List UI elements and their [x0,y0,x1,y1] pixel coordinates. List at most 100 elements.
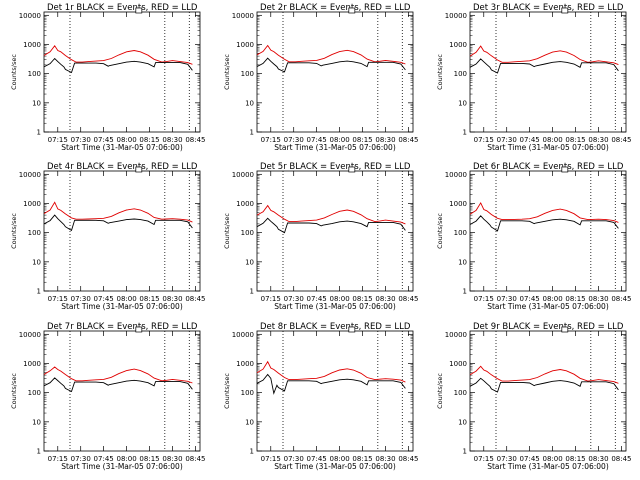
panel-8-events-line [256,373,406,395]
panel-8-frame [256,330,414,452]
panel-1-ytick-label: 100 [28,70,41,78]
panel-6-xtick-label: 08:45 [611,295,631,303]
panel-5-events-line [256,217,406,234]
panel-7-frame [43,330,201,452]
panel-4-xtick-label: 07:45 [94,295,114,303]
panel-7-ytick-label: 1 [37,448,41,456]
panel-1-xtick-label: 08:00 [116,136,136,144]
panel-5-marker [348,166,356,173]
panel-6-xtick-label: 08:15 [565,295,585,303]
panel-3-xtick-label: 08:15 [565,136,585,144]
panel-4-lld-line [43,201,193,223]
panel-1-xtick-label: 07:15 [48,136,68,144]
panel-2-xtick-label: 07:15 [261,136,281,144]
panel-3-xtick-label: 07:30 [497,136,517,144]
panel-3-xtick-label: 07:45 [520,136,540,144]
panel-9-ytick-label: 10 [458,418,467,426]
panel-9-lld-line [469,365,619,384]
panel-6-xtick-label: 07:15 [474,295,494,303]
panel-4-xtick-label: 08:00 [116,295,136,303]
panel-8-ylabel: Counts/sec [223,373,231,409]
panel-5-xtick-label: 08:00 [329,295,349,303]
panel-5-xtick-label: 07:15 [261,295,281,303]
panel-7-xtick-label: 08:45 [185,455,205,463]
panel-3-xtick-label: 08:45 [611,136,631,144]
panel-3-xtick-label: 07:15 [474,136,494,144]
panel-2-ytick-label: 1000 [236,41,254,49]
panel-7-ytick-label: 10 [32,418,41,426]
panel-9-ytick-label: 100 [454,389,467,397]
panel-1-ytick-label: 10000 [19,12,41,20]
panel-8-ytick-label: 10000 [232,331,254,339]
panel-8-xtick-label: 08:00 [329,455,349,463]
panel-3-events-line [469,58,619,74]
panel-4-xtick-label: 07:30 [71,295,91,303]
panel-3-xlabel: Start Time (31-Mar-05 07:06:00) [487,143,609,152]
panel-4-xtick-label: 08:30 [162,295,182,303]
panel-2-ytick-label: 10 [245,99,254,107]
panel-1-xtick-label: 08:15 [139,136,159,144]
panel-7-ylabel: Counts/sec [10,373,18,409]
panel-6-xtick-label: 08:00 [542,295,562,303]
panel-9-xlabel: Start Time (31-Mar-05 07:06:00) [487,462,609,471]
panel-7-ytick-label: 10000 [19,331,41,339]
panel-1-ytick-label: 10 [32,99,41,107]
panel-8-ytick-label: 1000 [236,360,254,368]
panel-5-ytick-label: 100 [241,229,254,237]
panel-4-title: Det 4r BLACK = Events, RED = LLD [47,162,198,172]
panel-2-xtick-label: 08:15 [352,136,372,144]
panel-2-ylabel: Counts/sec [223,54,231,90]
panel-4-ylabel: Counts/sec [10,213,18,249]
panel-7-xtick-label: 07:15 [48,455,68,463]
panel-1-events-line [43,57,193,74]
panel-1-frame [43,11,201,133]
panel-4-ytick-label: 1000 [23,200,41,208]
panel-9-title: Det 9r BLACK = Events, RED = LLD [473,322,624,332]
panel-2-events-line [256,57,406,73]
panel-4-ytick-label: 10000 [19,171,41,179]
panel-2-xtick-label: 08:45 [398,136,418,144]
panel-2-xtick-label: 07:45 [307,136,327,144]
panel-3-frame [469,11,627,133]
panel-2-lld-line [256,44,406,65]
panel-7-xtick-label: 07:45 [94,455,114,463]
panel-7-xlabel: Start Time (31-Mar-05 07:06:00) [61,462,183,471]
panel-8-xtick-label: 08:15 [352,455,372,463]
panel-7-xtick-label: 08:30 [162,455,182,463]
panel-6-xlabel: Start Time (31-Mar-05 07:06:00) [487,302,609,311]
panel-5-ytick-label: 10000 [232,171,254,179]
panel-6-ytick-label: 1 [463,288,467,296]
panel-1-lld-line [43,45,193,65]
panel-5-xlabel: Start Time (31-Mar-05 07:06:00) [274,302,396,311]
panel-9-xtick-label: 08:15 [565,455,585,463]
panel-2-ytick-label: 100 [241,70,254,78]
panel-5-lld-line [256,204,406,225]
panel-1-ytick-label: 1 [37,129,41,137]
panel-3-ytick-label: 100 [454,70,467,78]
panel-6-ytick-label: 1000 [449,200,467,208]
panel-8-lld-line [256,360,406,383]
panel-8-ytick-label: 100 [241,389,254,397]
panel-4-events-line [43,214,193,232]
panel-6-events-line [469,215,619,232]
panel-6-title: Det 6r BLACK = Events, RED = LLD [473,162,624,172]
panel-6-xtick-label: 07:45 [520,295,540,303]
panel-6-marker [561,166,569,173]
panel-1-xtick-label: 07:30 [71,136,91,144]
panel-6-frame [469,170,627,292]
panel-3-xtick-label: 08:00 [542,136,562,144]
panel-2-title: Det 2r BLACK = Events, RED = LLD [260,3,411,13]
panel-1-ylabel: Counts/sec [10,54,18,90]
panel-1-ytick-label: 1000 [23,41,41,49]
panel-6-xtick-label: 08:30 [588,295,608,303]
panel-4-xtick-label: 07:15 [48,295,68,303]
panel-6-ylabel: Counts/sec [436,213,444,249]
panel-8-xtick-label: 08:30 [375,455,395,463]
panel-6-ytick-label: 100 [454,229,467,237]
panel-1-marker [135,7,143,14]
panel-5-xtick-label: 08:30 [375,295,395,303]
panel-8-xtick-label: 07:45 [307,455,327,463]
panel-6-ytick-label: 10 [458,258,467,266]
panel-4-ytick-label: 100 [28,229,41,237]
panel-2-ytick-label: 10000 [232,12,254,20]
